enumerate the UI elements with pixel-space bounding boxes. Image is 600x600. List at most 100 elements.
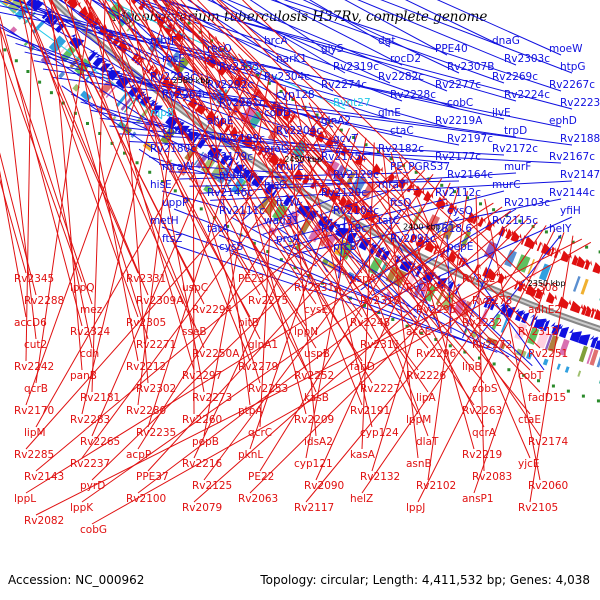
gene-label[interactable]: Rv2271	[136, 339, 176, 351]
gene-label[interactable]: Rv2181	[80, 392, 120, 404]
gene-label[interactable]: dgt	[378, 35, 395, 47]
gene-label[interactable]: Rv2309A	[136, 295, 184, 307]
gene-label[interactable]: Rv2311	[360, 339, 400, 351]
gene-label[interactable]: Rv2333c	[219, 61, 265, 73]
gene-label[interactable]: murF	[504, 161, 531, 173]
gene-label[interactable]: Rv2242	[14, 361, 54, 373]
gene-label[interactable]: Rv2292c	[207, 79, 253, 91]
gene-label[interactable]: Rv2104c	[333, 205, 379, 217]
gene-label[interactable]: Rv2118c	[321, 223, 367, 235]
gene-label[interactable]: mez	[80, 304, 103, 316]
gene-label[interactable]: Rv2294	[192, 304, 233, 316]
gene-label[interactable]: Rv2180c	[150, 143, 196, 155]
gene-label[interactable]: glnA1	[248, 339, 278, 351]
gene-label[interactable]: cobC	[447, 97, 473, 109]
gene-label[interactable]: cyp124	[360, 427, 399, 439]
gene-label[interactable]: Rv2083	[472, 471, 512, 483]
gene-label[interactable]: Rv2280	[126, 405, 166, 417]
gene-label[interactable]: Rv2275	[248, 295, 288, 307]
gene-label[interactable]: Rv2295	[416, 304, 456, 316]
gene-label[interactable]: Rv2091c	[390, 233, 436, 245]
gene-label[interactable]: rocD2	[390, 53, 421, 65]
gene-label[interactable]: Rv2226	[406, 370, 447, 382]
gene-label[interactable]: metH	[150, 215, 179, 227]
gene-label[interactable]: lppQ	[70, 282, 95, 294]
gene-label[interactable]: cbhK	[162, 125, 189, 137]
gene-label[interactable]: pknL	[238, 449, 263, 461]
gene-label[interactable]: Rv2308	[518, 282, 558, 294]
gene-label[interactable]: uspC	[182, 282, 208, 294]
gene-label[interactable]: Rv2264c	[162, 89, 208, 101]
gene-label[interactable]: cobD	[264, 107, 291, 119]
gene-label[interactable]: cysQ	[447, 205, 473, 217]
gene-label[interactable]: Rv2302	[136, 383, 176, 395]
gene-label[interactable]: Rv2279	[238, 361, 278, 373]
gene-label[interactable]: Rv2102	[416, 480, 456, 492]
gene-label[interactable]: Rv2303c	[504, 53, 550, 65]
gene-label[interactable]: gcvT	[333, 133, 359, 145]
gene-label[interactable]: lipB	[462, 361, 482, 373]
gene-label[interactable]: Rv2143	[24, 471, 64, 483]
gene-label[interactable]: aceE	[406, 326, 431, 338]
gene-label[interactable]: Rv2252	[294, 370, 334, 382]
gene-label[interactable]: pepE	[447, 241, 473, 253]
gene-label[interactable]: ftsQ	[390, 197, 411, 209]
gene-label[interactable]: Rv2310	[360, 295, 400, 307]
gene-label[interactable]: tatA	[207, 223, 230, 235]
gene-label[interactable]: lipA	[416, 392, 436, 404]
gene-label[interactable]: Rv2324	[70, 326, 111, 338]
gene-label[interactable]: Rv2273	[192, 392, 232, 404]
gene-label[interactable]: uspB	[304, 348, 330, 360]
gene-label[interactable]: cysE	[304, 304, 328, 316]
gene-label[interactable]: Rv2191	[350, 405, 390, 417]
gene-label[interactable]: Rv2132	[360, 471, 400, 483]
gene-label[interactable]: Rv2082	[24, 515, 64, 527]
gene-label[interactable]: Rv2146c	[207, 187, 253, 199]
gene-label[interactable]: recO	[207, 43, 232, 55]
gene-label[interactable]: sseB	[182, 326, 207, 338]
gene-label[interactable]: pbpB	[219, 169, 246, 181]
gene-label[interactable]: lppK	[70, 502, 94, 514]
gene-label[interactable]: uppP	[162, 197, 188, 209]
gene-label[interactable]: Rv2296	[416, 348, 457, 360]
gene-label[interactable]: Rv2219	[462, 449, 502, 461]
gene-label[interactable]: cobG	[80, 524, 107, 536]
gene-label[interactable]: Rv2277c	[435, 79, 481, 91]
gene-label[interactable]: Rv2174	[528, 436, 569, 448]
gene-label[interactable]: kasB	[304, 392, 329, 404]
gene-label[interactable]: accD6	[14, 317, 47, 329]
gene-label[interactable]: cyp121	[294, 458, 333, 470]
gene-label[interactable]: Rv2227	[360, 383, 400, 395]
gene-label[interactable]: lppL	[14, 493, 36, 505]
gene-label[interactable]: Rv2274c	[321, 79, 367, 91]
gene-label[interactable]: Rv2319c	[333, 61, 379, 73]
gene-label[interactable]: Rv2269c	[492, 71, 538, 83]
gene-label[interactable]: Rv2288	[24, 295, 64, 307]
gene-label[interactable]: prcB	[333, 241, 357, 253]
gene-label[interactable]: Rv2147c	[560, 169, 600, 181]
gene-label[interactable]: Rv2060	[528, 480, 568, 492]
gene-label[interactable]: cobS	[472, 383, 498, 395]
gene-label[interactable]: Rv2111c	[219, 205, 265, 217]
gene-label[interactable]: Rv2164c	[447, 169, 493, 181]
gene-label[interactable]: PPE37	[136, 471, 169, 483]
gene-label[interactable]: pepB	[192, 436, 219, 448]
gene-label[interactable]: Rv2307B	[447, 61, 494, 73]
gene-label[interactable]: qcrC	[248, 427, 272, 439]
gene-label[interactable]: Rv2105	[518, 502, 558, 514]
gene-label[interactable]: Rv2232	[462, 317, 502, 329]
gene-label[interactable]: ctaC	[390, 125, 414, 137]
gene-label[interactable]: narK1	[276, 53, 307, 65]
gene-label[interactable]: Rv2204c	[276, 125, 322, 137]
gene-label[interactable]: ptpA	[238, 405, 263, 417]
gene-label[interactable]: Rv2345	[14, 273, 54, 285]
gene-label[interactable]: ahpE	[207, 115, 233, 127]
gene-label[interactable]: Rv2312	[518, 326, 558, 338]
gene-label[interactable]: ftsZ	[162, 233, 182, 245]
gene-label[interactable]: lppM	[406, 414, 431, 426]
gene-label[interactable]: ephD	[549, 115, 577, 127]
gene-label[interactable]: Rv2112c	[435, 187, 481, 199]
gene-label[interactable]: Rv2117	[294, 502, 334, 514]
gene-label[interactable]: lppN	[294, 326, 318, 338]
gene-label[interactable]: rocE	[162, 53, 185, 65]
